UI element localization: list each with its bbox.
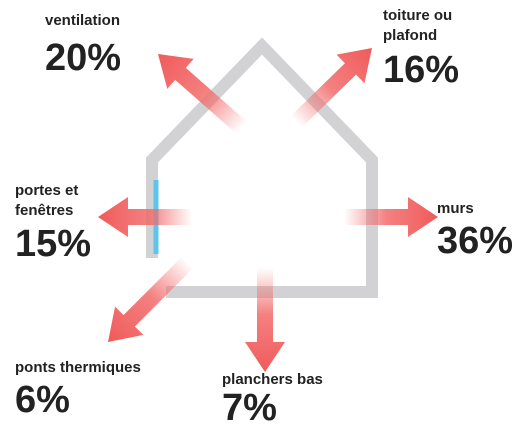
item-value: 15% bbox=[15, 223, 91, 265]
item-value: 16% bbox=[383, 49, 459, 91]
item-label: plafond bbox=[383, 27, 437, 44]
arrow bbox=[98, 197, 192, 237]
item-value: 6% bbox=[15, 379, 70, 421]
item-label: murs bbox=[437, 200, 474, 217]
arrow bbox=[245, 268, 285, 372]
item-label: planchers bas bbox=[222, 371, 323, 388]
item-label: portes et bbox=[15, 182, 78, 199]
item-label: fenêtres bbox=[15, 202, 73, 219]
item-value: 20% bbox=[45, 37, 121, 79]
arrow bbox=[94, 248, 202, 356]
item-label: toiture ou bbox=[383, 7, 452, 24]
arrow bbox=[344, 197, 438, 237]
heat-loss-diagram: ventilation 20% toiture ou plafond 16% portes… bbox=[0, 0, 519, 434]
item-label: ventilation bbox=[45, 12, 120, 29]
item-value: 36% bbox=[437, 220, 513, 262]
item-label: ponts thermiques bbox=[15, 359, 141, 376]
arrow bbox=[145, 39, 255, 143]
item-value: 7% bbox=[222, 387, 277, 429]
